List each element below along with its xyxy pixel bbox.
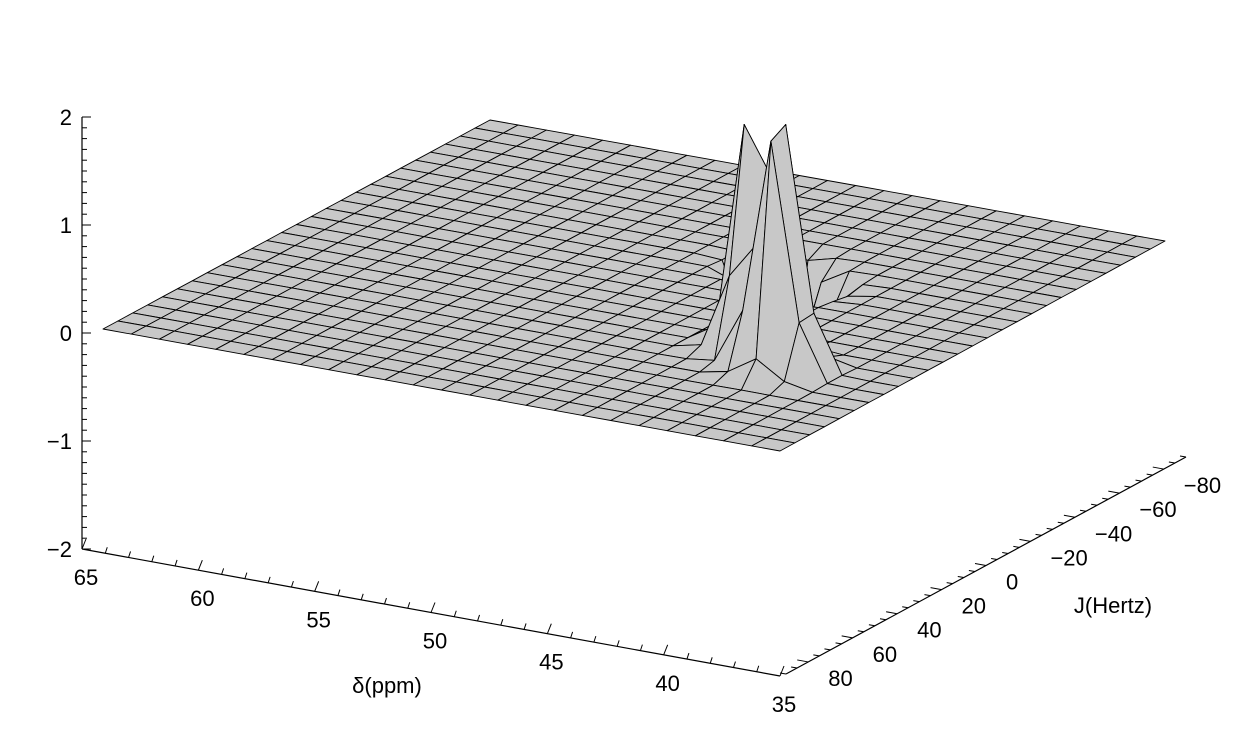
j-minor-tick <box>868 624 875 627</box>
delta-minor-tick <box>709 657 713 664</box>
delta-minor-tick <box>290 580 294 588</box>
delta-minor-tick <box>128 551 132 558</box>
j-minor-tick <box>1079 509 1087 512</box>
j-tick-label: −80 <box>1184 473 1221 498</box>
delta-tick-label: 50 <box>423 629 447 654</box>
delta-minor-tick <box>244 572 248 579</box>
j-major-tick <box>841 635 853 639</box>
j-minor-tick <box>1135 479 1142 482</box>
delta-minor-tick <box>686 652 690 660</box>
delta-major-tick <box>430 602 436 613</box>
delta-minor-tick <box>221 568 225 575</box>
j-minor-tick <box>991 557 998 560</box>
j-minor-tick <box>879 618 887 621</box>
j-tick-label: 20 <box>962 594 986 619</box>
j-minor-tick <box>1179 455 1187 458</box>
j-tick-label: 60 <box>873 642 897 667</box>
j-minor-tick <box>913 600 920 603</box>
delta-minor-tick <box>337 589 341 596</box>
z-tick-label: 2 <box>60 105 72 130</box>
delta-minor-tick <box>360 593 364 600</box>
j-minor-tick <box>1124 485 1131 488</box>
delta-major-tick <box>81 538 87 550</box>
j-minor-tick <box>835 642 842 645</box>
delta-minor-tick <box>639 644 643 651</box>
j-minor-tick <box>924 594 931 597</box>
delta-tick-label: 35 <box>772 692 796 717</box>
delta-major-tick <box>546 623 552 634</box>
z-tick-label: −2 <box>47 537 72 562</box>
j-major-tick <box>886 611 898 615</box>
j-minor-tick <box>813 654 820 657</box>
j-tick-label: 40 <box>917 618 941 643</box>
j-minor-tick <box>957 576 964 579</box>
delta-minor-tick <box>104 547 108 554</box>
j-minor-tick <box>1146 473 1153 476</box>
j-major-tick <box>930 587 942 591</box>
delta-minor-tick <box>477 614 481 622</box>
delta-minor-tick <box>756 665 760 672</box>
delta-minor-tick <box>267 576 271 584</box>
delta-axis-title: δ(ppm) <box>352 673 422 698</box>
j-tick-label: −40 <box>1095 521 1132 546</box>
j-major-tick <box>1063 514 1075 518</box>
delta-minor-tick <box>174 559 178 567</box>
j-minor-tick <box>1046 527 1053 530</box>
delta-minor-tick <box>616 640 620 647</box>
z-tick-label: −1 <box>47 429 72 454</box>
z-tick-label: 0 <box>60 321 72 346</box>
delta-major-tick <box>663 644 669 656</box>
delta-minor-tick <box>151 555 155 562</box>
surface-mesh <box>102 119 1166 452</box>
surface-cell <box>751 437 796 452</box>
j-minor-tick <box>1002 551 1009 554</box>
j-minor-tick <box>779 672 787 675</box>
j-minor-tick <box>1091 503 1098 506</box>
delta-major-tick <box>197 559 203 571</box>
j-tick-label: 0 <box>1006 570 1018 595</box>
z-tick-label: 1 <box>60 213 72 238</box>
delta-major-tick <box>779 665 785 677</box>
j-minor-tick <box>1013 545 1020 548</box>
delta-minor-tick <box>523 623 527 630</box>
j-major-tick <box>1152 466 1164 470</box>
delta-minor-tick <box>453 610 457 617</box>
j-minor-tick <box>946 582 953 585</box>
delta-tick-label: 45 <box>539 650 563 675</box>
delta-tick-label: 55 <box>306 607 330 632</box>
j-major-tick <box>974 563 987 566</box>
delta-minor-tick <box>570 631 574 639</box>
delta-minor-tick <box>500 619 504 626</box>
j-tick-label: 80 <box>828 666 852 691</box>
delta-tick-label: 40 <box>655 671 679 696</box>
delta-major-tick <box>314 581 320 592</box>
j-minor-tick <box>1168 461 1175 464</box>
j-minor-tick <box>1057 521 1064 524</box>
j-minor-tick <box>1102 497 1109 500</box>
axes <box>81 116 1187 677</box>
j-minor-tick <box>902 606 909 609</box>
delta-minor-tick <box>732 661 736 668</box>
j-tick-label: −20 <box>1050 545 1087 570</box>
j-minor-tick <box>857 630 864 633</box>
j-major-tick <box>797 659 809 663</box>
j-minor-tick <box>824 648 831 651</box>
j-tick-label: −60 <box>1139 497 1176 522</box>
delta-minor-tick <box>593 635 597 643</box>
j-minor-tick <box>791 666 798 669</box>
delta-minor-tick <box>383 597 387 605</box>
delta-tick-label: 60 <box>190 586 214 611</box>
j-minor-tick <box>968 570 975 573</box>
delta-tick-label: 65 <box>74 565 98 590</box>
j-axis-title: J(Hertz) <box>1074 593 1152 618</box>
delta-minor-tick <box>407 602 411 609</box>
j-minor-tick <box>1035 533 1042 536</box>
j-major-tick <box>1019 538 1031 542</box>
j-major-tick <box>1108 490 1120 494</box>
